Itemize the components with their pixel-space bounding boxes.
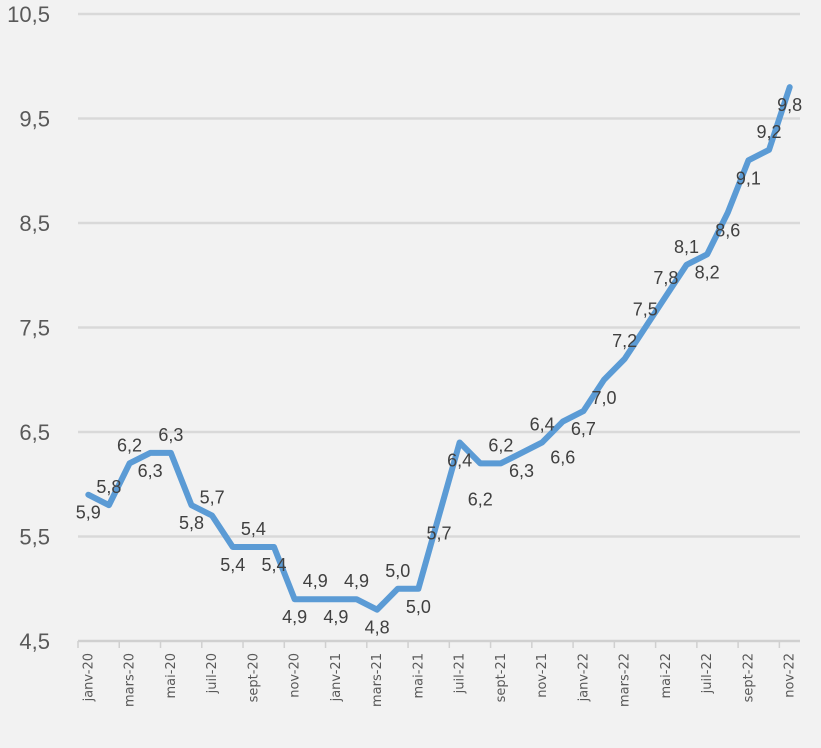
x-tick-label: janv-21 — [329, 653, 344, 702]
data-label: 6,2 — [488, 435, 513, 455]
x-tick-label: janv-22 — [576, 653, 591, 702]
data-label: 9,1 — [736, 168, 761, 188]
data-label: 5,4 — [261, 555, 286, 575]
data-label: 5,8 — [96, 477, 121, 497]
data-label: 5,7 — [200, 488, 225, 508]
y-tick-label: 10,5 — [7, 2, 50, 27]
x-tick-label: mai-20 — [164, 653, 179, 698]
data-label: 5,0 — [406, 597, 431, 617]
data-label: 6,6 — [550, 448, 575, 468]
y-axis: 4,5 5,5 6,5 7,5 8,5 9,5 10,5 — [7, 2, 50, 654]
data-label: 5,0 — [385, 561, 410, 581]
data-label: 5,4 — [220, 555, 245, 575]
data-label: 6,2 — [117, 435, 142, 455]
x-tick-label: nov-20 — [288, 653, 303, 698]
data-labels: 5,9 5,8 6,2 6,3 6,3 5,8 5,7 5,4 5,4 5,4 4,9 4,9 4,9 4… — [76, 95, 802, 638]
y-tick-label: 8,5 — [19, 211, 50, 236]
y-tick-label: 5,5 — [19, 525, 50, 550]
x-tick-label: mars-20 — [123, 653, 138, 707]
y-tick-label: 4,5 — [19, 629, 50, 654]
data-label: 5,8 — [179, 513, 204, 533]
x-tick-label: mai-21 — [411, 653, 426, 698]
data-label: 5,4 — [241, 519, 266, 539]
data-label: 4,9 — [323, 607, 348, 627]
data-label: 6,2 — [468, 489, 493, 509]
x-tick-label: nov-22 — [783, 653, 798, 698]
data-label: 5,9 — [76, 503, 101, 523]
x-tick-label: janv-20 — [81, 653, 96, 702]
y-tick-label: 9,5 — [19, 107, 50, 132]
data-label: 7,5 — [633, 300, 658, 320]
x-tick-label: sept-22 — [741, 653, 756, 702]
data-label: 4,9 — [344, 571, 369, 591]
data-label: 4,8 — [365, 618, 390, 638]
data-label: 7,0 — [592, 388, 617, 408]
x-tick-label: sept-20 — [246, 653, 261, 702]
x-axis: janv-20 mars-20 mai-20 juil-20 sept-20 nov-20… — [77, 641, 798, 707]
data-label: 6,3 — [138, 461, 163, 481]
data-label: 8,1 — [674, 237, 699, 257]
y-tick-label: 6,5 — [19, 420, 50, 445]
x-tick-label: sept-21 — [494, 653, 509, 702]
data-label: 9,8 — [777, 95, 802, 115]
data-label: 6,3 — [158, 425, 183, 445]
x-tick-label: juil-20 — [205, 653, 220, 694]
series-line — [85, 84, 793, 613]
data-label: 6,3 — [509, 461, 534, 481]
data-label: 6,7 — [571, 419, 596, 439]
x-tick-label: juil-22 — [700, 653, 715, 694]
data-label: 5,7 — [426, 524, 451, 544]
gridlines — [78, 12, 800, 643]
data-label: 4,9 — [282, 607, 307, 627]
y-tick-label: 7,5 — [19, 316, 50, 341]
data-label: 4,9 — [303, 571, 328, 591]
data-label: 8,6 — [715, 221, 740, 241]
data-label: 8,2 — [695, 262, 720, 282]
data-label: 7,2 — [612, 331, 637, 351]
data-label: 9,2 — [757, 122, 782, 142]
data-label: 6,4 — [530, 414, 555, 434]
x-tick-label: mai-22 — [659, 653, 674, 698]
x-tick-label: nov-21 — [535, 653, 550, 698]
data-label: 7,8 — [653, 268, 678, 288]
x-tick-label: mars-21 — [370, 653, 385, 707]
data-label: 6,4 — [447, 450, 472, 470]
x-tick-label: juil-21 — [453, 653, 468, 694]
x-tick-label: mars-22 — [618, 653, 633, 707]
